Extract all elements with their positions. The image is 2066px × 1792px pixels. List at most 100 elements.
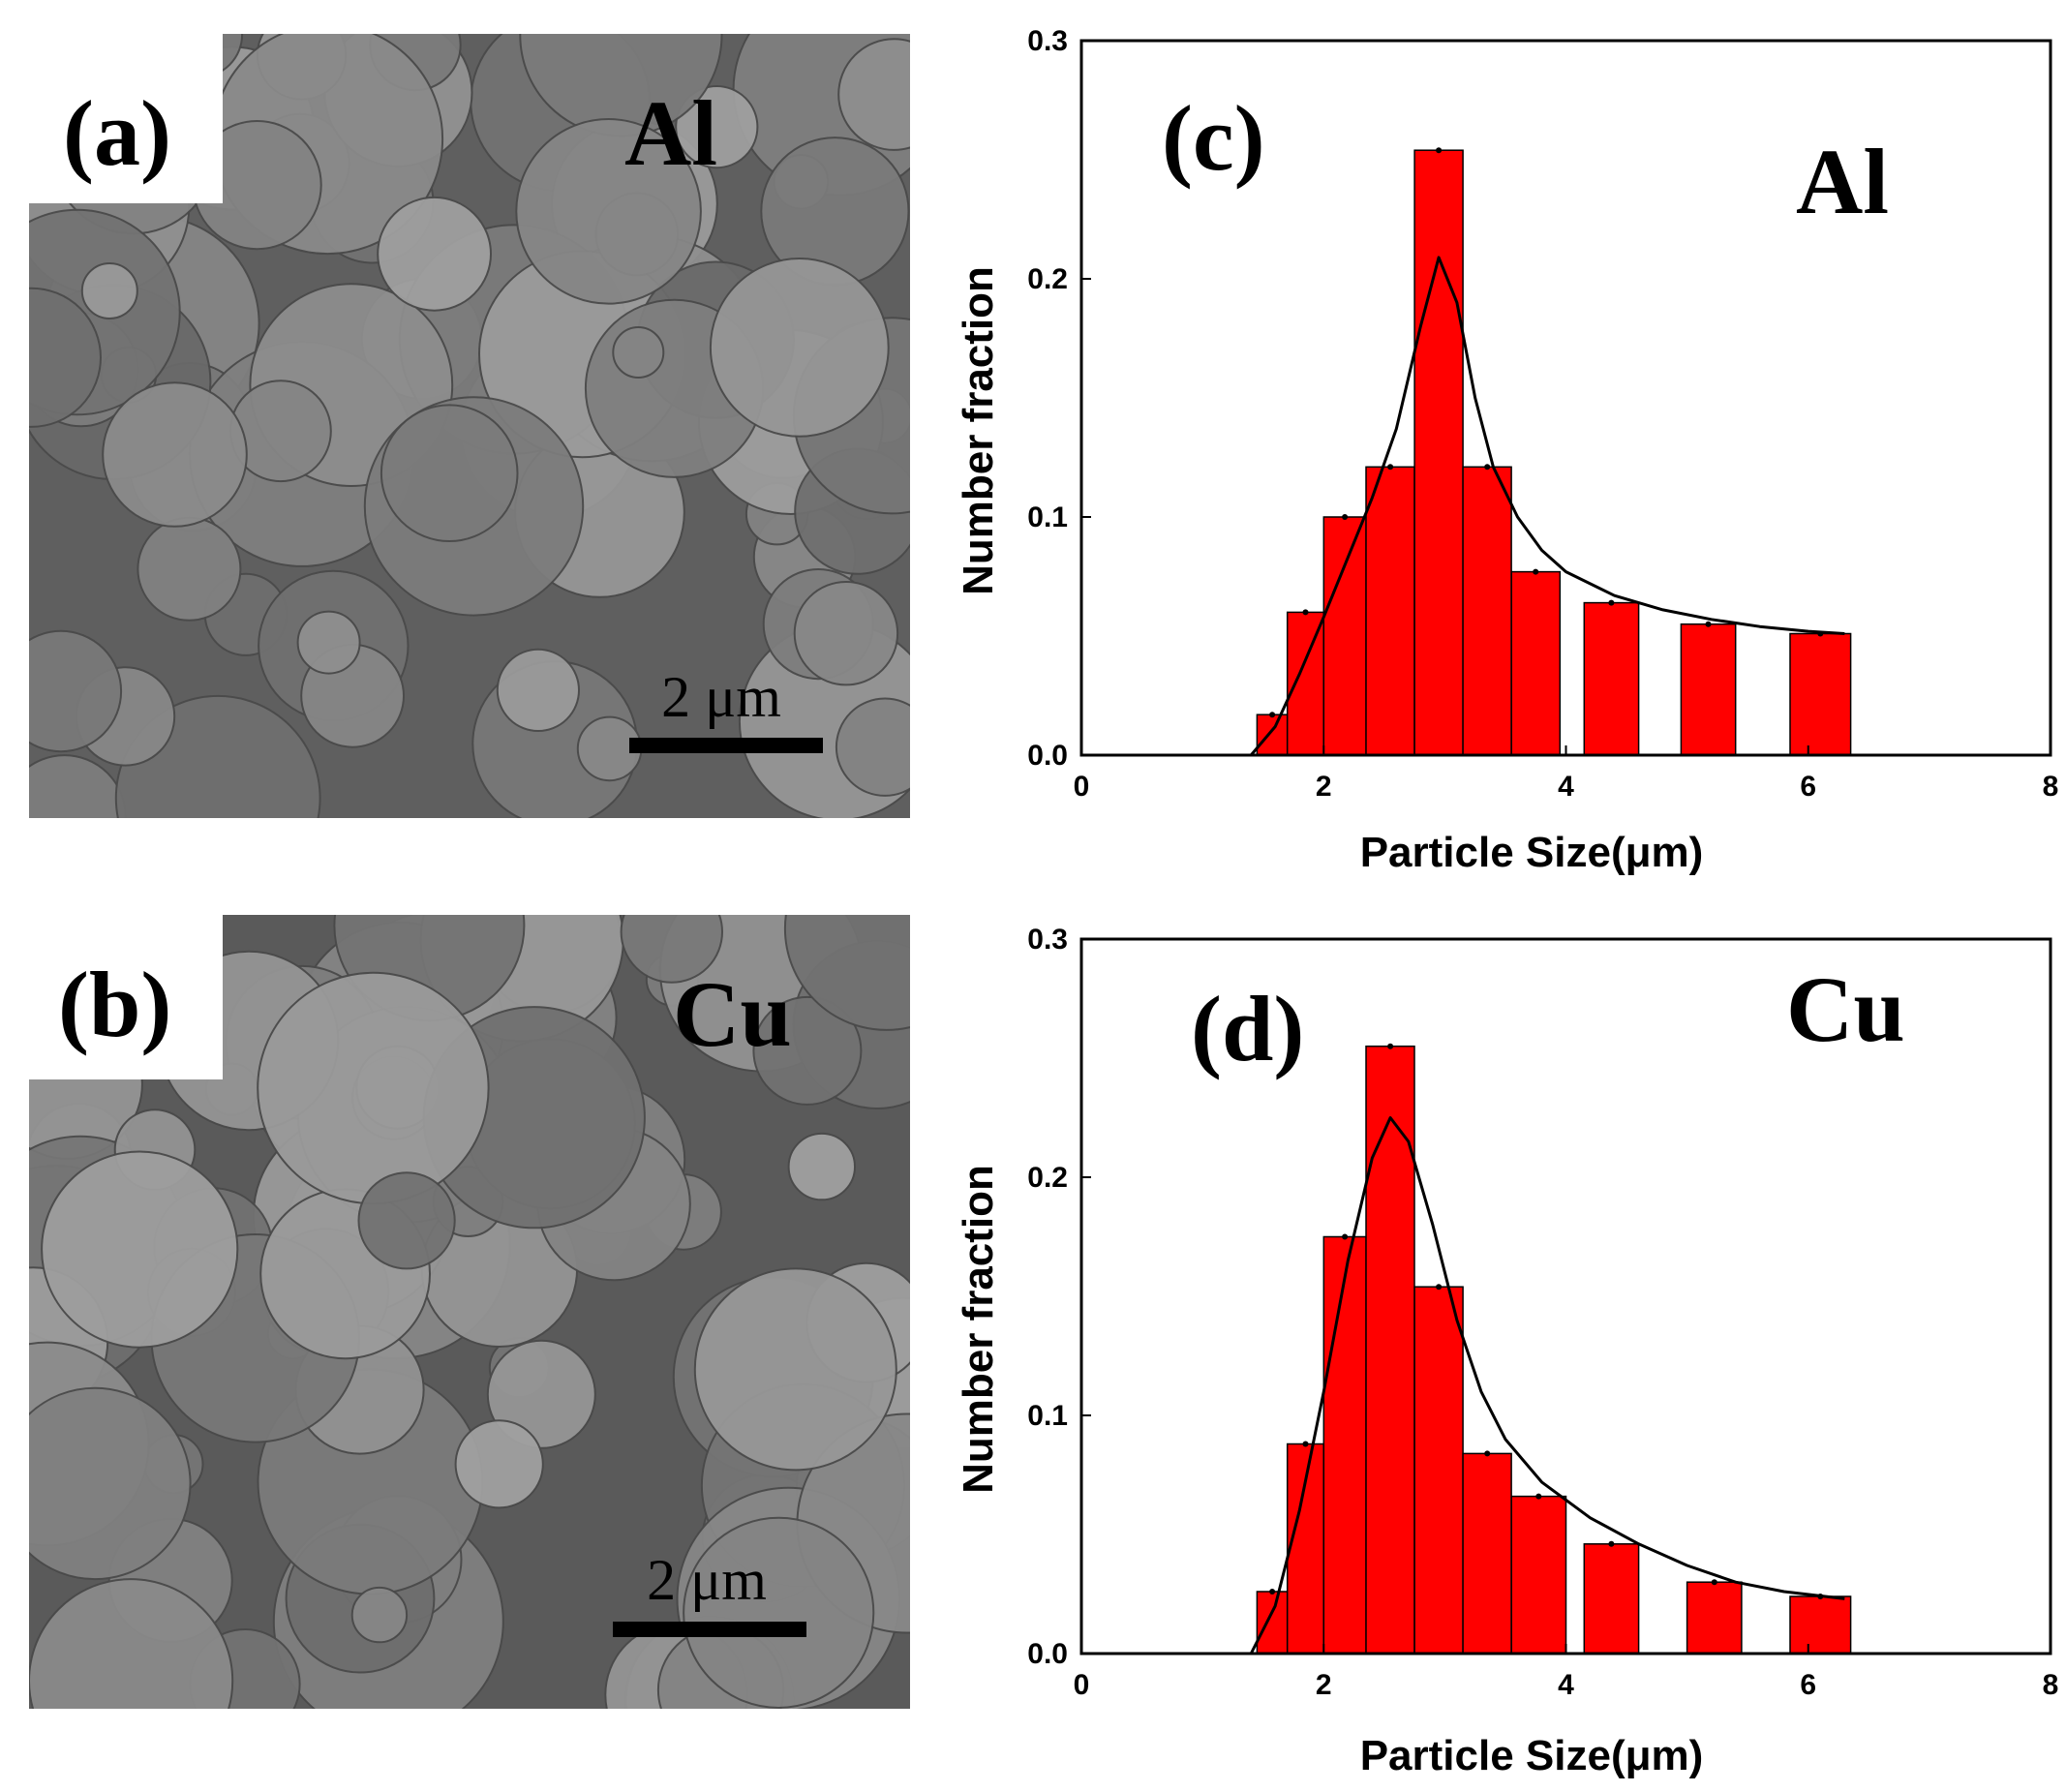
bar-top-marker bbox=[1608, 1540, 1615, 1547]
panel-label-a: (a) bbox=[63, 81, 171, 185]
y-tick-label: 0.1 bbox=[1027, 501, 1068, 533]
chart-c: (c) Al Particle Size(μm) Number fraction… bbox=[955, 25, 2058, 876]
sem-particle bbox=[29, 1386, 192, 1581]
histogram-bar bbox=[1462, 1452, 1512, 1655]
bar-top-marker bbox=[1436, 147, 1443, 154]
sem-particle bbox=[377, 196, 493, 312]
sem-particle bbox=[41, 1150, 239, 1349]
histogram-bar bbox=[1510, 1495, 1567, 1655]
bar-top-marker bbox=[1269, 712, 1276, 718]
sem-particle bbox=[675, 85, 759, 169]
sem-particle bbox=[793, 581, 899, 686]
histogram-bar bbox=[1365, 466, 1415, 756]
x-tick-label: 2 bbox=[1316, 771, 1332, 803]
bar-top-marker bbox=[1342, 514, 1349, 520]
sem-particle bbox=[350, 1586, 409, 1644]
sem-particle bbox=[137, 516, 242, 622]
histogram-bar bbox=[1413, 149, 1464, 756]
histogram-bar bbox=[1365, 1045, 1415, 1655]
fit-curve bbox=[1250, 256, 1845, 756]
sem-particle bbox=[787, 1132, 856, 1201]
y-tick-label: 0.2 bbox=[1027, 263, 1068, 295]
sem-particle bbox=[496, 648, 581, 733]
y-tick-label: 0.2 bbox=[1027, 1162, 1068, 1194]
bar-top-marker bbox=[1608, 599, 1615, 606]
x-axis-label-c: Particle Size(μm) bbox=[1360, 829, 1704, 876]
scale-bar-a bbox=[629, 738, 823, 753]
sem-particle bbox=[486, 1339, 596, 1449]
bar-top-marker bbox=[1302, 609, 1309, 616]
sem-particle bbox=[257, 971, 490, 1205]
histogram-bar bbox=[1789, 1595, 1852, 1655]
sem-panel-b: (b) Cu 2 μm bbox=[29, 915, 910, 1709]
histogram-bar bbox=[1413, 1286, 1464, 1655]
scale-bar-b bbox=[613, 1622, 806, 1637]
x-tick-label: 0 bbox=[1074, 1669, 1090, 1701]
x-tick-label: 8 bbox=[2043, 1669, 2059, 1701]
sem-particle bbox=[752, 995, 863, 1106]
y-tick-label: 0.0 bbox=[1027, 1638, 1068, 1670]
x-tick-label: 4 bbox=[1558, 1669, 1574, 1701]
sem-particle bbox=[683, 1516, 875, 1709]
panel-label-box-b bbox=[29, 915, 223, 1079]
histogram-bar bbox=[1256, 714, 1289, 756]
bar-top-marker bbox=[1436, 1284, 1443, 1291]
y-tick-label: 0.0 bbox=[1027, 740, 1068, 772]
sem-particle bbox=[515, 118, 702, 305]
bar-top-marker bbox=[1342, 1233, 1349, 1240]
sem-particle bbox=[80, 262, 138, 319]
histogram-bar bbox=[1510, 570, 1562, 756]
bar-top-marker bbox=[1711, 1579, 1717, 1586]
sem-particle bbox=[357, 1171, 456, 1270]
histogram-bar bbox=[1322, 1235, 1367, 1655]
x-tick-label: 6 bbox=[1800, 1669, 1816, 1701]
y-axis-label-c: Number fraction bbox=[955, 266, 1002, 595]
bar-top-marker bbox=[1269, 1589, 1276, 1595]
sem-particle bbox=[783, 915, 910, 1031]
bar-top-marker bbox=[1705, 621, 1712, 627]
sem-particle bbox=[29, 1578, 234, 1709]
histogram-bar bbox=[1686, 1581, 1743, 1655]
histogram-bar bbox=[1322, 516, 1367, 756]
sem-particle bbox=[612, 326, 665, 379]
x-tick-label: 4 bbox=[1558, 771, 1574, 803]
bar-top-marker bbox=[1535, 1493, 1542, 1500]
chart-annotation-al: Al bbox=[1796, 130, 1889, 233]
bar-top-marker bbox=[1302, 1441, 1309, 1447]
sem-particle bbox=[693, 1267, 897, 1472]
histogram-bar bbox=[1462, 466, 1512, 756]
sem-particle bbox=[837, 38, 910, 151]
x-axis-label-d: Particle Size(μm) bbox=[1360, 1732, 1704, 1779]
x-tick-label: 0 bbox=[1074, 771, 1090, 803]
x-tick-label: 6 bbox=[1800, 771, 1816, 803]
bar-top-marker bbox=[1533, 568, 1539, 575]
element-label-cu: Cu bbox=[673, 962, 792, 1066]
sem-particle bbox=[454, 1419, 544, 1509]
histogram-bar bbox=[1583, 601, 1640, 756]
sem-particle bbox=[835, 697, 910, 797]
panel-label-b: (b) bbox=[58, 953, 171, 1056]
histogram-bar bbox=[1256, 1591, 1289, 1655]
x-tick-label: 2 bbox=[1316, 1669, 1332, 1701]
sem-particle bbox=[296, 610, 361, 675]
sem-particles-b bbox=[29, 915, 910, 1709]
sem-particle bbox=[29, 629, 123, 753]
scale-bar-label-a: 2 μm bbox=[661, 665, 781, 729]
chart-panel-label-d: (d) bbox=[1191, 977, 1304, 1080]
sem-particle bbox=[29, 287, 102, 428]
panel-label-box-a bbox=[29, 34, 223, 203]
x-tick-label: 8 bbox=[2043, 771, 2059, 803]
fit-curve bbox=[1249, 1116, 1845, 1655]
y-tick-label: 0.3 bbox=[1027, 25, 1068, 57]
sem-particle bbox=[102, 381, 248, 528]
chart-panel-label-c: (c) bbox=[1162, 86, 1265, 190]
histogram-bar bbox=[1680, 623, 1737, 756]
sem-particle bbox=[620, 915, 723, 984]
sem-particle bbox=[709, 258, 890, 438]
chart-d: (d) Cu Particle Size(μm) Number fraction… bbox=[955, 924, 2058, 1779]
bar-top-marker bbox=[1484, 1450, 1491, 1457]
bar-top-marker bbox=[1387, 1043, 1394, 1049]
bar-top-marker bbox=[1387, 464, 1394, 471]
sem-particle bbox=[29, 754, 127, 818]
